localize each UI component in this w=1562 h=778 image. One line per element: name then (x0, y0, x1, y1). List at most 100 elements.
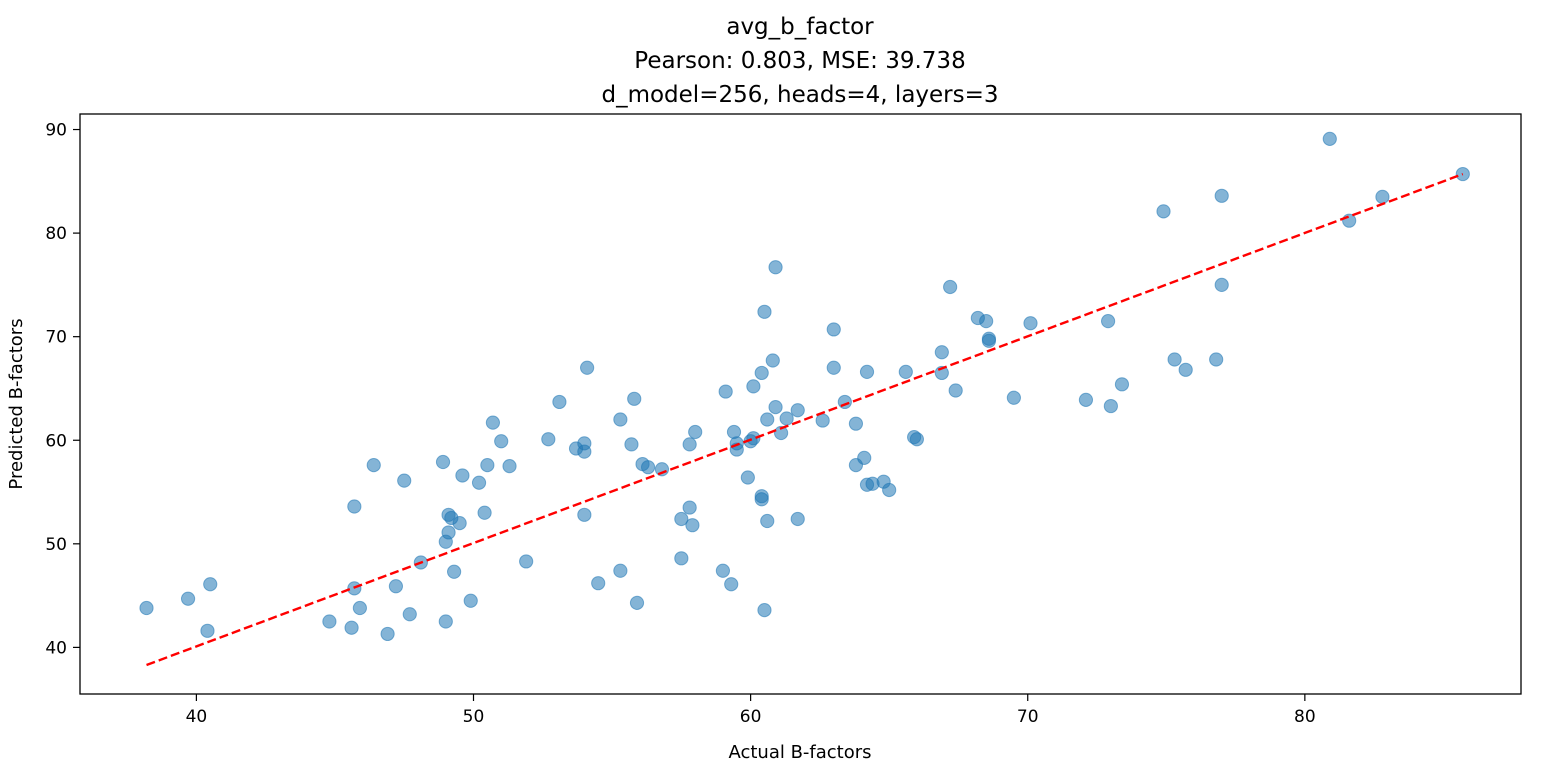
x-tick-label: 80 (1294, 707, 1316, 727)
scatter-point (577, 436, 592, 451)
scatter-point (455, 468, 470, 483)
y-tick-label: 70 (45, 328, 67, 348)
scatter-point (139, 600, 154, 616)
plot-area-frame (79, 113, 1522, 695)
scatter-point (1100, 314, 1116, 329)
scatter-point (1078, 392, 1094, 407)
scatter-point (580, 360, 595, 375)
scatter-point (322, 614, 337, 629)
scatter-point (768, 400, 783, 415)
scatter-point (438, 614, 453, 629)
scatter-point (344, 620, 359, 635)
scatter-point (826, 360, 841, 375)
scatter-point (674, 551, 689, 566)
scatter-point (624, 437, 639, 452)
scatter-point (882, 482, 897, 498)
scatter-point (494, 434, 509, 449)
scatter-point (463, 593, 478, 608)
chart-title: avg_b_factor (726, 14, 874, 40)
scatter-point (180, 591, 196, 606)
scatter-point (203, 577, 218, 592)
scatter-point (1103, 398, 1118, 414)
scatter-point (1322, 131, 1337, 146)
y-tick-label: 40 (45, 638, 67, 658)
x-axis-label: Actual B-factors (728, 742, 871, 763)
scatter-point (979, 314, 994, 329)
scatter-point (441, 525, 456, 540)
scatter-point (485, 415, 501, 430)
y-tick-label: 90 (45, 121, 67, 141)
scatter-point (754, 365, 769, 381)
scatter-point (934, 345, 949, 360)
scatter-point (388, 579, 404, 594)
scatter-point (480, 458, 495, 473)
scatter-point (1006, 390, 1021, 405)
scatter-point (674, 511, 689, 527)
scatter-point (768, 260, 783, 275)
x-tick-label: 50 (463, 707, 485, 727)
scatter-point (760, 513, 775, 529)
scatter-point (826, 322, 841, 337)
scatter-point (757, 603, 772, 618)
scatter-point (366, 458, 381, 473)
scatter-point (613, 412, 628, 427)
scatter-point (848, 416, 864, 431)
scatter-point (815, 413, 830, 428)
reference-line (146, 172, 1464, 667)
scatter-point (746, 379, 761, 394)
scatter-point (688, 424, 703, 440)
scatter-point (447, 564, 462, 579)
scatter-point (640, 460, 656, 475)
scatter-point (754, 492, 769, 507)
scatter-point (1214, 277, 1229, 292)
scatter-point (471, 475, 487, 490)
scatter-point (682, 500, 697, 515)
scatter-point (613, 563, 628, 578)
chart-subtitle-config: d_model=256, heads=4, layers=3 (601, 82, 998, 108)
y-axis: 40 50 60 70 80 90 (45, 121, 80, 658)
scatter-point (402, 607, 417, 622)
scatter-point (757, 304, 772, 319)
scatter-point (715, 563, 731, 578)
scatter-point (943, 279, 958, 295)
scatter-point (541, 432, 556, 447)
points-layer (139, 131, 1470, 642)
scatter-point (591, 576, 606, 591)
scatter-point (790, 511, 805, 527)
scatter-point (1167, 352, 1182, 367)
x-tick-label: 60 (740, 707, 762, 727)
y-tick-label: 60 (45, 431, 67, 451)
scatter-point (380, 626, 395, 642)
scatter-point (1214, 188, 1229, 203)
scatter-point (477, 505, 492, 520)
x-axis: 40 50 60 70 80 (186, 694, 1316, 727)
x-tick-label: 70 (1017, 707, 1039, 727)
scatter-point (760, 412, 775, 427)
scatter-point (948, 383, 963, 398)
scatter-point (1114, 377, 1130, 392)
scatter-point (452, 516, 467, 531)
scatter-point (740, 470, 755, 485)
scatter-point (774, 425, 789, 441)
scatter-point (837, 394, 852, 410)
scatter-point (765, 353, 780, 368)
scatter-point (200, 623, 215, 638)
scatter-point (435, 454, 451, 470)
scatter-point (577, 507, 592, 522)
scatter-point (859, 364, 875, 379)
scatter-point (1342, 213, 1357, 228)
scatter-point (1156, 204, 1171, 219)
scatter-point (746, 431, 761, 446)
scatter-point (718, 384, 733, 399)
scatter-point (1023, 316, 1038, 331)
scatter-point (1375, 189, 1390, 204)
scatter-point (685, 518, 700, 533)
scatter-point (724, 577, 739, 592)
scatter-point (552, 394, 567, 410)
scatter-point (981, 333, 997, 348)
scatter-point (790, 403, 805, 418)
scatter-point (629, 595, 645, 610)
scatter-point (519, 554, 534, 569)
chart-subtitle-metrics: Pearson: 0.803, MSE: 39.738 (634, 48, 965, 74)
